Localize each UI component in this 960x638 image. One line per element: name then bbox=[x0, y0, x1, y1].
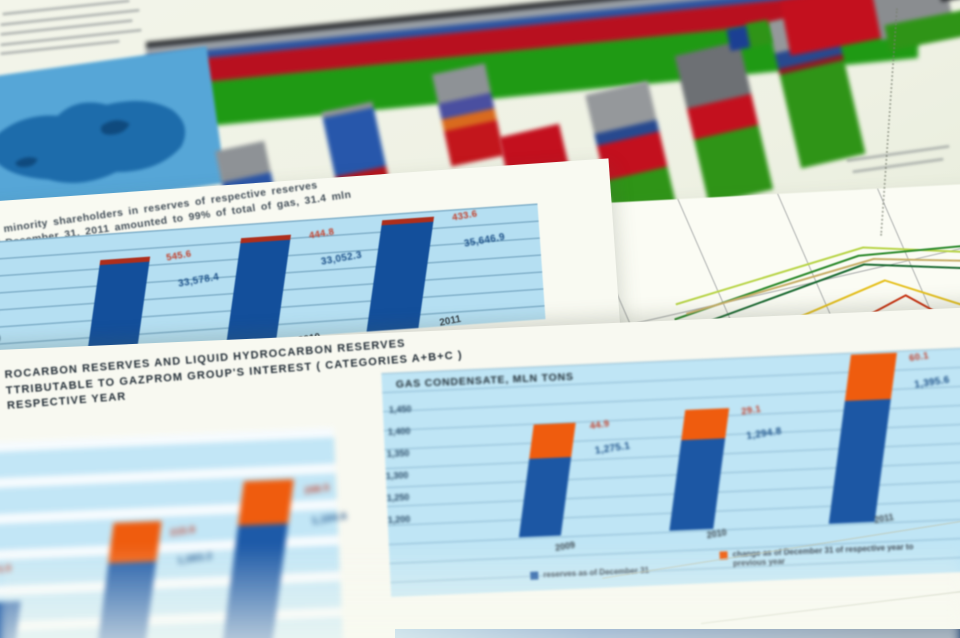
bar-2010 bbox=[226, 234, 291, 342]
value-label: 1,275.1 bbox=[594, 440, 631, 457]
change-label: 29.1 bbox=[740, 403, 762, 418]
change-label: 444.8 bbox=[308, 226, 336, 242]
change-label: 215.8 bbox=[169, 524, 197, 539]
change-label: 545.6 bbox=[165, 248, 193, 264]
y-axis-tick: 1,450 bbox=[388, 403, 412, 415]
y-axis-tick: 000 bbox=[0, 333, 1, 344]
change-label: 44.9 bbox=[589, 418, 611, 433]
value-label: 35,646.9 bbox=[463, 231, 506, 250]
chart-title: GAS CONDENSATE, MLN TONS bbox=[395, 370, 575, 391]
bar-2011 bbox=[366, 216, 435, 332]
photo-bottom-glow bbox=[0, 544, 960, 638]
value-label: 33,052.3 bbox=[320, 249, 363, 268]
value-label: 1,395.6 bbox=[913, 374, 951, 391]
y-axis-tick: 1,350 bbox=[386, 448, 410, 460]
bar-2011 bbox=[828, 352, 897, 524]
map-fragment bbox=[0, 46, 226, 216]
value-label: 33,578.4 bbox=[177, 271, 220, 290]
bar-2009 bbox=[87, 256, 151, 352]
change-label: 298.5 bbox=[303, 482, 331, 497]
y-axis-tick: 1,250 bbox=[386, 492, 410, 504]
x-axis-year: 2011 bbox=[873, 511, 895, 525]
bar-2010 bbox=[669, 408, 730, 531]
y-axis-tick: 1,300 bbox=[385, 470, 409, 482]
change-label: 60.1 bbox=[908, 350, 930, 365]
y-axis-tick: 1,400 bbox=[387, 425, 411, 437]
bar-2009 bbox=[518, 422, 576, 538]
stacked-area-strip-chart bbox=[146, 0, 918, 132]
y-axis-tick: 1,200 bbox=[387, 514, 411, 526]
value-label: 1,294.8 bbox=[745, 426, 783, 443]
value-label: 1,104.6 bbox=[311, 511, 348, 528]
x-axis-year: 2010 bbox=[705, 527, 728, 541]
change-label: 433.6 bbox=[451, 208, 479, 224]
